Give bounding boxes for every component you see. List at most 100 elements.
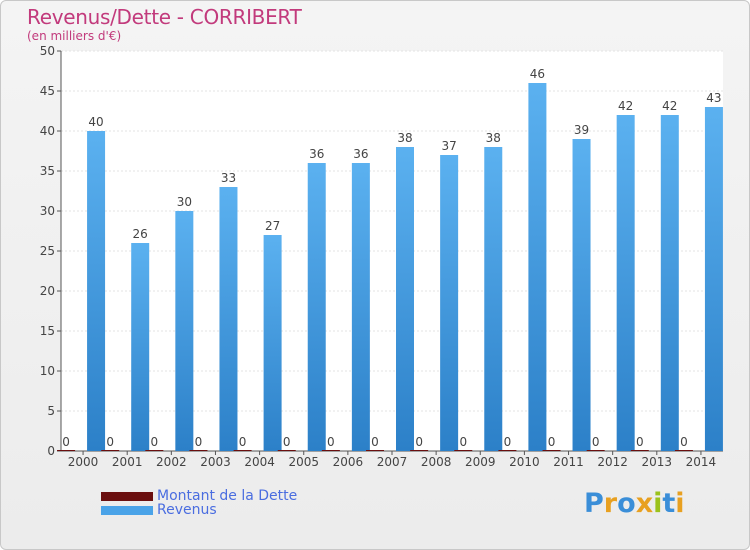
revenue-value-label: 40 <box>88 115 103 129</box>
revenue-bar <box>528 83 547 451</box>
y-tick-label: 20 <box>40 284 55 298</box>
legend-label-revenue: Revenus <box>157 502 217 518</box>
debt-value-label: 0 <box>459 435 467 449</box>
plot-area <box>61 51 723 451</box>
revenue-bar <box>219 187 238 451</box>
x-tick-label: 2013 <box>642 455 673 469</box>
logo-letter: o <box>617 488 636 519</box>
x-tick-label: 2007 <box>377 455 408 469</box>
logo-letter: i <box>675 488 685 519</box>
revenue-value-label: 30 <box>177 195 192 209</box>
revenue-value-label: 37 <box>441 139 456 153</box>
x-tick-label: 2001 <box>112 455 143 469</box>
debt-value-label: 0 <box>327 435 335 449</box>
debt-bar <box>277 450 296 451</box>
debt-bar <box>630 450 649 451</box>
debt-value-label: 0 <box>283 435 291 449</box>
x-tick-label: 2008 <box>421 455 452 469</box>
debt-value-label: 0 <box>106 435 114 449</box>
y-tick-label: 0 <box>47 444 55 458</box>
revenue-value-label: 36 <box>309 147 324 161</box>
debt-value-label: 0 <box>195 435 203 449</box>
debt-bar <box>410 450 429 451</box>
revenue-bar <box>440 155 459 451</box>
debt-value-label: 0 <box>680 435 688 449</box>
revenue-value-label: 33 <box>221 171 236 185</box>
revenue-bar <box>572 139 591 451</box>
legend-swatch-revenue <box>101 505 153 515</box>
y-tick-label: 30 <box>40 204 55 218</box>
x-tick-label: 2014 <box>686 455 717 469</box>
revenue-value-label: 42 <box>662 99 677 113</box>
debt-bar <box>454 450 473 451</box>
x-tick-label: 2002 <box>156 455 187 469</box>
debt-bar <box>57 450 76 451</box>
x-tick-label: 2003 <box>200 455 231 469</box>
revenue-value-label: 42 <box>618 99 633 113</box>
y-tick-label: 45 <box>40 84 55 98</box>
revenue-value-label: 38 <box>397 131 412 145</box>
y-tick-label: 35 <box>40 164 55 178</box>
logo-letter: r <box>603 488 618 519</box>
revenue-bar <box>484 147 503 451</box>
revenue-value-label: 39 <box>574 123 589 137</box>
debt-bar <box>101 450 120 451</box>
y-tick-label: 5 <box>47 404 55 418</box>
legend-item-revenue: Revenus <box>101 502 217 518</box>
revenue-bar <box>616 115 635 451</box>
debt-bar <box>498 450 517 451</box>
debt-value-label: 0 <box>504 435 512 449</box>
debt-value-label: 0 <box>239 435 247 449</box>
revenue-bar <box>660 115 679 451</box>
y-tick-label: 40 <box>40 124 55 138</box>
x-tick-label: 2004 <box>244 455 275 469</box>
revenue-value-label: 36 <box>353 147 368 161</box>
revenue-value-label: 43 <box>706 91 721 105</box>
revenue-value-label: 27 <box>265 219 280 233</box>
legend-label-debt: Montant de la Dette <box>157 488 298 504</box>
revenue-value-label: 46 <box>530 67 545 81</box>
revenue-bar <box>131 243 150 451</box>
legend-swatch-debt <box>101 491 153 501</box>
x-tick-label: 2012 <box>597 455 628 469</box>
logo-letter: x <box>635 488 654 519</box>
debt-bar <box>366 450 384 451</box>
revenue-value-label: 26 <box>133 227 148 241</box>
x-tick-label: 2010 <box>509 455 540 469</box>
chart-subtitle: (en milliers d'€) <box>27 29 122 43</box>
logo-letter: P <box>584 488 604 519</box>
revenue-value-label: 38 <box>486 131 501 145</box>
debt-bar <box>321 450 340 451</box>
debt-value-label: 0 <box>592 435 600 449</box>
debt-value-label: 0 <box>62 435 70 449</box>
debt-value-label: 0 <box>371 435 379 449</box>
revenue-bar <box>307 163 326 451</box>
debt-value-label: 0 <box>548 435 556 449</box>
x-tick-label: 2005 <box>288 455 319 469</box>
x-tick-label: 2011 <box>553 455 584 469</box>
y-tick-label: 50 <box>40 44 55 58</box>
debt-value-label: 0 <box>151 435 159 449</box>
y-tick-label: 15 <box>40 324 55 338</box>
proxiti-logo: Proxiti <box>584 488 685 519</box>
x-tick-label: 2006 <box>333 455 364 469</box>
logo-letter: t <box>662 488 676 519</box>
y-tick-label: 10 <box>40 364 55 378</box>
revenue-bar <box>704 107 723 451</box>
debt-value-label: 0 <box>636 435 644 449</box>
debt-value-label: 0 <box>415 435 423 449</box>
revenue-bar <box>396 147 414 451</box>
debt-bar <box>189 450 208 451</box>
legend-item-debt: Montant de la Dette <box>101 488 297 504</box>
x-tick-label: 2000 <box>68 455 99 469</box>
chart-title: Revenus/Dette - CORRIBERT <box>27 5 302 29</box>
logo-letter: i <box>653 488 663 519</box>
revenue-bar <box>351 163 370 451</box>
debt-bar <box>542 450 561 451</box>
y-tick-label: 25 <box>40 244 55 258</box>
revenue-bar <box>263 235 282 451</box>
x-tick-label: 2009 <box>465 455 496 469</box>
debt-bar <box>233 450 252 451</box>
